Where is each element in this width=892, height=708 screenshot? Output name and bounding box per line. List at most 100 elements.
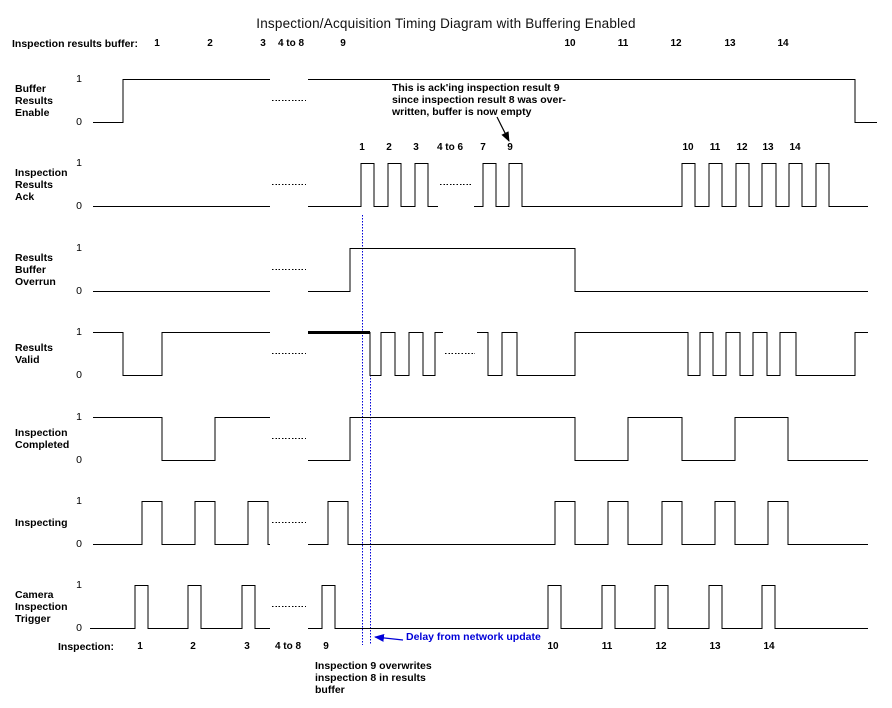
inspection-completed-waveform bbox=[308, 416, 868, 462]
buffer-marker-2: 2 bbox=[207, 38, 213, 49]
ack9-annotation-arrow bbox=[496, 116, 510, 142]
diagram-title: Inspection/Acquisition Timing Diagram wi… bbox=[256, 16, 636, 31]
ack-marker-11: 11 bbox=[709, 142, 721, 153]
buffer-results-enable-waveform bbox=[308, 78, 877, 124]
camera-inspection-trigger-label-line: Inspection bbox=[15, 600, 68, 613]
ack-marker-7: 7 bbox=[480, 142, 486, 153]
buffer-results-enable-level-1: 1 bbox=[76, 73, 82, 85]
inspecting-label-line: Inspecting bbox=[15, 516, 68, 529]
delay-annotation: Delay from network update bbox=[406, 631, 541, 643]
results-valid-waveform bbox=[93, 331, 270, 377]
results-valid-label-line: Results bbox=[15, 341, 53, 354]
inspection-completed-label-line: Completed bbox=[15, 438, 70, 451]
inspection-completed-label: Inspection Completed bbox=[15, 427, 69, 451]
results-valid-waveform bbox=[308, 331, 443, 377]
bottom-axis-label: Inspection: bbox=[58, 641, 115, 653]
overwrite-annotation-line1: Inspection 9 overwrites bbox=[315, 660, 432, 672]
buffer-results-enable-waveform bbox=[93, 78, 270, 124]
overwrite-annotation: Inspection 9 overwrites inspection 8 in … bbox=[315, 660, 432, 696]
inspection-completed-level-0: 0 bbox=[76, 454, 82, 466]
buffer-marker-4 to 8: 4 to 8 bbox=[277, 38, 305, 49]
inspection-marker-10: 10 bbox=[547, 641, 559, 652]
ack-marker-2: 2 bbox=[386, 142, 392, 153]
ack9-annotation-line2: since inspection result 8 was over- bbox=[392, 94, 566, 106]
buffer-marker-10: 10 bbox=[564, 38, 576, 49]
buffer-results-enable-label: Buffer Results Enable bbox=[15, 83, 53, 119]
top-axis-label: Inspection results buffer: bbox=[12, 38, 139, 50]
inspection-results-ack-label: Inspection Results Ack bbox=[15, 167, 68, 203]
ack9-annotation-line1: This is ack'ing inspection result 9 bbox=[392, 82, 560, 94]
inspection-marker-14: 14 bbox=[763, 641, 775, 652]
inspection-completed-level-1: 1 bbox=[76, 411, 82, 423]
ack-marker-12: 12 bbox=[736, 142, 748, 153]
delay-annotation-arrow bbox=[374, 633, 404, 642]
buffer-marker-1: 1 bbox=[154, 38, 160, 49]
inspection-results-ack-waveform bbox=[474, 162, 868, 208]
inspection-marker-2: 2 bbox=[190, 641, 196, 652]
results-buffer-overrun-waveform bbox=[308, 247, 868, 293]
inspecting-waveform bbox=[93, 500, 270, 546]
results-buffer-overrun-label-line: Buffer bbox=[15, 263, 46, 276]
inspection-results-ack-level-1: 1 bbox=[76, 157, 82, 169]
overwrite-annotation-line2: inspection 8 in results bbox=[315, 672, 426, 684]
inspection-marker-3: 3 bbox=[244, 641, 250, 652]
results-buffer-overrun-label: Results Buffer Overrun bbox=[15, 252, 56, 288]
overwrite-annotation-line3: buffer bbox=[315, 684, 345, 696]
ack9-annotation-line3: written, buffer is now empty bbox=[392, 106, 532, 118]
results-valid-waveform bbox=[477, 331, 868, 377]
buffer-results-enable-label-line: Results bbox=[15, 94, 53, 107]
results-buffer-overrun-label-line: Results bbox=[15, 251, 53, 264]
camera-inspection-trigger-level-1: 1 bbox=[76, 579, 82, 591]
buffer-results-enable-level-0: 0 bbox=[76, 116, 82, 128]
buffer-marker-11: 11 bbox=[617, 38, 629, 49]
buffer-marker-14: 14 bbox=[777, 38, 789, 49]
inspection-results-ack-level-0: 0 bbox=[76, 200, 82, 212]
inspection-results-ack-label-line: Results bbox=[15, 178, 53, 191]
inspection-results-ack-label-line: Ack bbox=[15, 190, 35, 203]
results-valid-level-1: 1 bbox=[76, 326, 82, 338]
results-valid-label: Results Valid bbox=[15, 342, 53, 366]
inspection-completed-waveform bbox=[93, 416, 270, 462]
camera-inspection-trigger-label-line: Camera bbox=[15, 588, 54, 601]
results-valid-label-line: Valid bbox=[15, 353, 40, 366]
results-valid-level-0: 0 bbox=[76, 369, 82, 381]
inspection-marker-12: 12 bbox=[655, 641, 667, 652]
inspection-results-ack-label-line: Inspection bbox=[15, 166, 68, 179]
buffer-results-enable-label-line: Buffer bbox=[15, 82, 46, 95]
inspection-marker-4 to 8: 4 to 8 bbox=[274, 641, 302, 652]
camera-inspection-trigger-waveform bbox=[308, 584, 868, 630]
results-buffer-overrun-label-line: Overrun bbox=[15, 275, 56, 288]
ack-marker-3: 3 bbox=[413, 142, 419, 153]
ack-marker-4 to 6: 4 to 6 bbox=[436, 142, 464, 153]
buffer-marker-3: 3 bbox=[260, 38, 266, 49]
camera-inspection-trigger-label: Camera Inspection Trigger bbox=[15, 589, 68, 625]
buffer-marker-13: 13 bbox=[724, 38, 736, 49]
inspection-marker-13: 13 bbox=[709, 641, 721, 652]
inspecting-waveform bbox=[308, 500, 868, 546]
buffer-marker-12: 12 bbox=[670, 38, 682, 49]
results-buffer-overrun-level-1: 1 bbox=[76, 242, 82, 254]
ack-marker-1: 1 bbox=[359, 142, 365, 153]
camera-inspection-trigger-waveform bbox=[90, 584, 270, 630]
inspection-marker-1: 1 bbox=[137, 641, 143, 652]
ack-marker-10: 10 bbox=[682, 142, 694, 153]
inspection-marker-9: 9 bbox=[323, 641, 329, 652]
ack-marker-9: 9 bbox=[507, 142, 513, 153]
inspecting-label: Inspecting bbox=[15, 517, 68, 529]
camera-inspection-trigger-level-0: 0 bbox=[76, 622, 82, 634]
ack-marker-14: 14 bbox=[789, 142, 801, 153]
inspection-marker-11: 11 bbox=[601, 641, 613, 652]
camera-inspection-trigger-label-line: Trigger bbox=[15, 612, 51, 625]
buffer-marker-9: 9 bbox=[340, 38, 346, 49]
inspecting-level-1: 1 bbox=[76, 495, 82, 507]
inspection-results-ack-waveform bbox=[308, 162, 438, 208]
inspection-completed-label-line: Inspection bbox=[15, 426, 68, 439]
ack-marker-13: 13 bbox=[762, 142, 774, 153]
inspecting-level-0: 0 bbox=[76, 538, 82, 550]
results-buffer-overrun-level-0: 0 bbox=[76, 285, 82, 297]
ack9-annotation: This is ack'ing inspection result 9 sinc… bbox=[392, 82, 566, 118]
buffer-results-enable-label-line: Enable bbox=[15, 106, 50, 119]
